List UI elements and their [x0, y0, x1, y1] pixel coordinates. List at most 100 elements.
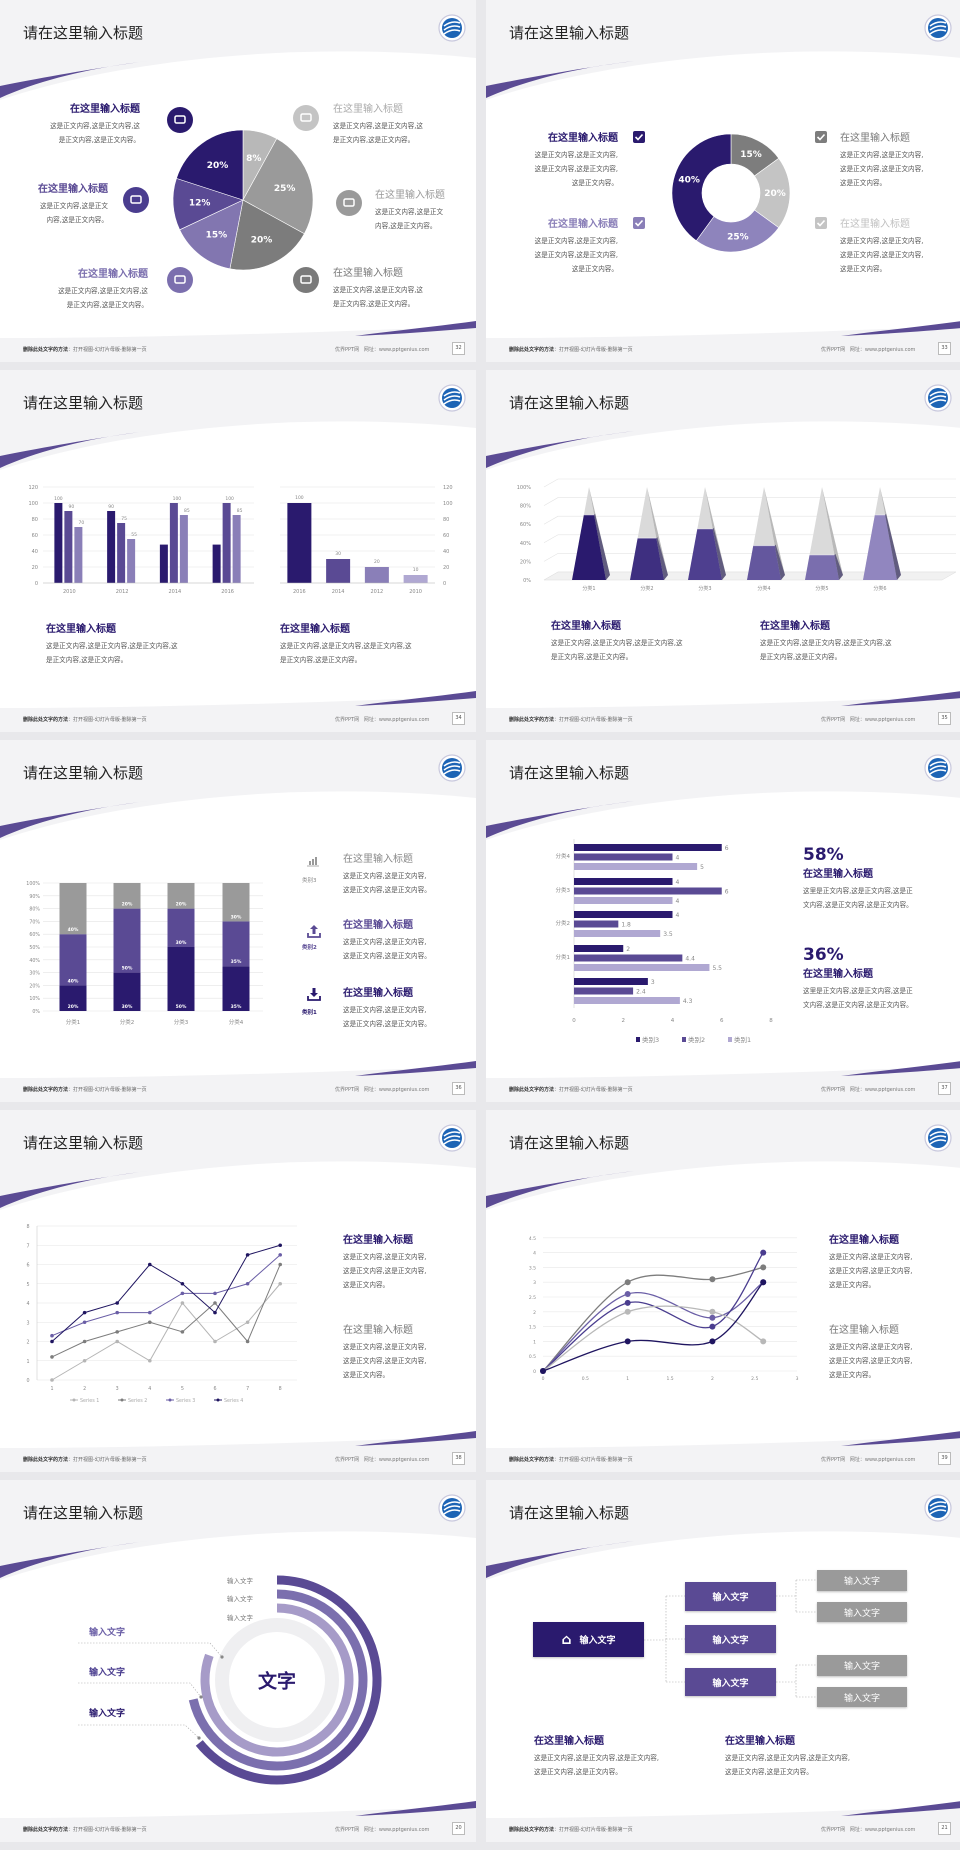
bar-value-label: 30 — [335, 551, 341, 557]
y-tick-label: 20 — [32, 565, 38, 571]
leaf-node[interactable]: 输入文字 — [817, 1655, 907, 1676]
segment-label: 30% — [231, 914, 242, 920]
bar — [403, 575, 428, 583]
block-body: 这是正文内容,这是正文内容。 — [534, 1768, 622, 1776]
logo-stripe — [443, 399, 461, 405]
x-tick-label: 分类2 — [120, 1018, 135, 1026]
leaf-node[interactable]: 输入文字 — [817, 1687, 907, 1707]
data-point — [213, 1301, 217, 1305]
website-link[interactable]: 网址：www.pptgenius.com — [849, 1087, 916, 1093]
content-area — [486, 1161, 960, 1448]
slide-20[interactable]: 请在这里输入标题 文字 输入文字 输入文字 输入文字 输入文字 输入文字 输入文… — [0, 1480, 476, 1842]
book-icon — [167, 267, 193, 293]
page-number: 38 — [452, 1452, 465, 1465]
branch-node[interactable]: 输入文字 — [685, 1625, 776, 1653]
root-node[interactable]: ⌂ 输入文字 — [533, 1622, 644, 1657]
block-body: 这是正文内容,这是正文内容, — [829, 1267, 913, 1275]
footer-note-text: ：打开视图-幻灯片母版-删除第一页 — [68, 1827, 147, 1833]
y-tick-label: 4 — [26, 1301, 29, 1307]
leaf-node[interactable]: 输入文字 — [817, 1570, 907, 1591]
slide-39[interactable]: 0 0.5 1 1.5 2 2.5 3 3.5 4 4.5 0 0.5 1 1.5 2 2.5 3 请在这里输入… — [486, 1110, 960, 1472]
data-point — [82, 1339, 87, 1344]
leaf-node[interactable]: 输入文字 — [817, 1602, 907, 1622]
pyramid-bar — [747, 487, 785, 580]
icon-circle — [293, 105, 319, 131]
pyramid-bar — [805, 487, 843, 580]
block-body: 这是正文内容,这是正文内容, — [829, 1343, 913, 1351]
data-point — [115, 1310, 119, 1315]
slide-36[interactable]: 0% 10% 20% 30% 40% 50% 60% 70% 80% 90% 100% 20% 40% 4… — [0, 740, 476, 1102]
slide-21[interactable]: 请在这里输入标题 ⌂ 输入文字 输入文字 输入文字 输入文字 输入文字 输入文字 … — [486, 1480, 960, 1842]
pie-slice — [176, 129, 244, 201]
block-body: 这是正文内容。 — [571, 179, 618, 187]
pyramid-value-front — [572, 514, 606, 580]
slide-35[interactable]: 0% 20% 40% 60% 80% 100% 分类1 分类2 分类3 分类4 分类5 分类6 请在这… — [486, 370, 960, 732]
block-title: 在这里输入标题 — [548, 133, 618, 144]
slide-34[interactable]: 0 20 40 60 80 100 120 2010 100 90 70 2012 90 75 55 2014… — [0, 370, 476, 732]
website-link[interactable]: 网址：www.pptgenius.com — [363, 717, 430, 723]
slide-title: 请在这里输入标题 — [23, 394, 144, 412]
bar-value-label: 100 — [54, 496, 63, 502]
branch-node[interactable]: 输入文字 — [685, 1582, 776, 1611]
y-tick-label: 120 — [28, 485, 38, 491]
y-tick-label: 100 — [28, 501, 38, 507]
website-link[interactable]: 网址：www.pptgenius.com — [363, 347, 430, 353]
website-link[interactable]: 网址：www.pptgenius.com — [363, 1827, 430, 1833]
data-point — [624, 1279, 631, 1286]
logo-stripe — [929, 769, 947, 775]
x-tick-label: 2 — [622, 1018, 626, 1024]
website-link[interactable]: 网址：www.pptgenius.com — [363, 1087, 430, 1093]
data-point — [709, 1314, 716, 1321]
block-body: 这是正文内容,这是正文内容,这 — [333, 122, 423, 130]
stacked-segment — [222, 921, 250, 967]
brand-name: 优界PPT网 — [821, 1827, 846, 1833]
website-link[interactable]: 网址：www.pptgenius.com — [363, 1457, 430, 1463]
branch-node[interactable]: 输入文字 — [685, 1668, 776, 1696]
website-link[interactable]: 网址：www.pptgenius.com — [849, 1827, 916, 1833]
block-body: 这是正文内容,这是正文内容, — [534, 251, 618, 259]
website-link[interactable]: 网址：www.pptgenius.com — [849, 717, 916, 723]
leader-dot — [199, 1695, 203, 1699]
footer-note-bold: 删除此处文字的方法 — [509, 1457, 555, 1463]
logo-stripe — [929, 399, 947, 405]
legend-marker — [120, 1398, 124, 1402]
bar-value-label: 4 — [676, 855, 680, 862]
school-logo-icon — [924, 1494, 952, 1522]
pyramid-bar — [863, 487, 901, 580]
logo-stripe — [929, 1509, 947, 1515]
series-line — [51, 1254, 281, 1337]
block-body: 这是正文内容,这是正文内容, — [840, 237, 924, 245]
block-body: 这是正文内容,这是正文内容, — [343, 1006, 427, 1014]
data-point — [148, 1262, 152, 1267]
x-tick-label: 4 — [671, 1018, 675, 1024]
bar-value-label: 5.5 — [712, 965, 722, 972]
legend-marker — [72, 1398, 76, 1402]
series-curve — [542, 1266, 764, 1372]
bar — [574, 997, 680, 1004]
block-body: 这是正文内容,这是正文内容,这是正文内容,这 — [551, 639, 683, 647]
page-number: 20 — [452, 1822, 465, 1835]
checkbox-box — [815, 131, 827, 143]
phone-icon — [293, 105, 319, 131]
horizontal-bar-chart: 0 2 4 6 8 分类4 6 4 5 分类3 4 6 4 分类2 4 1.8 3.5 分类1 2 4.4 5.5 3 2.… — [486, 754, 960, 1078]
bar — [574, 897, 673, 904]
slide-38[interactable]: 0 1 2 3 4 5 6 7 8 1 2 3 4 5 6 7 8 Series 1 Series 2 Series … — [0, 1110, 476, 1472]
website-link[interactable]: 网址：www.pptgenius.com — [849, 347, 916, 353]
y-tick-label: 90% — [29, 894, 40, 900]
checkbox-icon — [815, 217, 827, 229]
text-block: 在这里输入标题这是正文内容,这是正文内容, 这是正文内容,这是正文内容, 这是正文内… — [829, 1321, 912, 1382]
x-tick-label: 6 — [720, 1018, 724, 1024]
block-body: 这是正文内容,这是正文内容, — [343, 1267, 427, 1275]
school-logo-icon — [924, 14, 952, 42]
slide-32[interactable]: 8% 25% 20% 15% 12% 20% 请在这里输入标题 在这里输入标题 这是正文内容… — [0, 0, 476, 362]
block-body: 这是正文内容。 — [343, 1371, 390, 1379]
swoosh-bottom — [355, 691, 476, 706]
slide-37[interactable]: 0 2 4 6 8 分类4 6 4 5 分类3 4 6 4 分类2 4 1.8 3.5 分类1 2 4.4 5.5 3 2.… — [486, 740, 960, 1102]
block-body: 这是正文内容。 — [840, 265, 887, 273]
slide-33[interactable]: 15% 20% 25% 40% 请在这里输入标题 在这里输入标题 这是正文内容,这是正文… — [486, 0, 960, 362]
icon-tray — [307, 996, 321, 1001]
website-link[interactable]: 网址：www.pptgenius.com — [849, 1457, 916, 1463]
bar — [364, 567, 389, 583]
text-block: 在这里输入标题这是正文内容,这是正文内容,这是正文内容,这是正文内容。 — [333, 100, 423, 147]
brand-name: 优界PPT网 — [335, 347, 360, 353]
